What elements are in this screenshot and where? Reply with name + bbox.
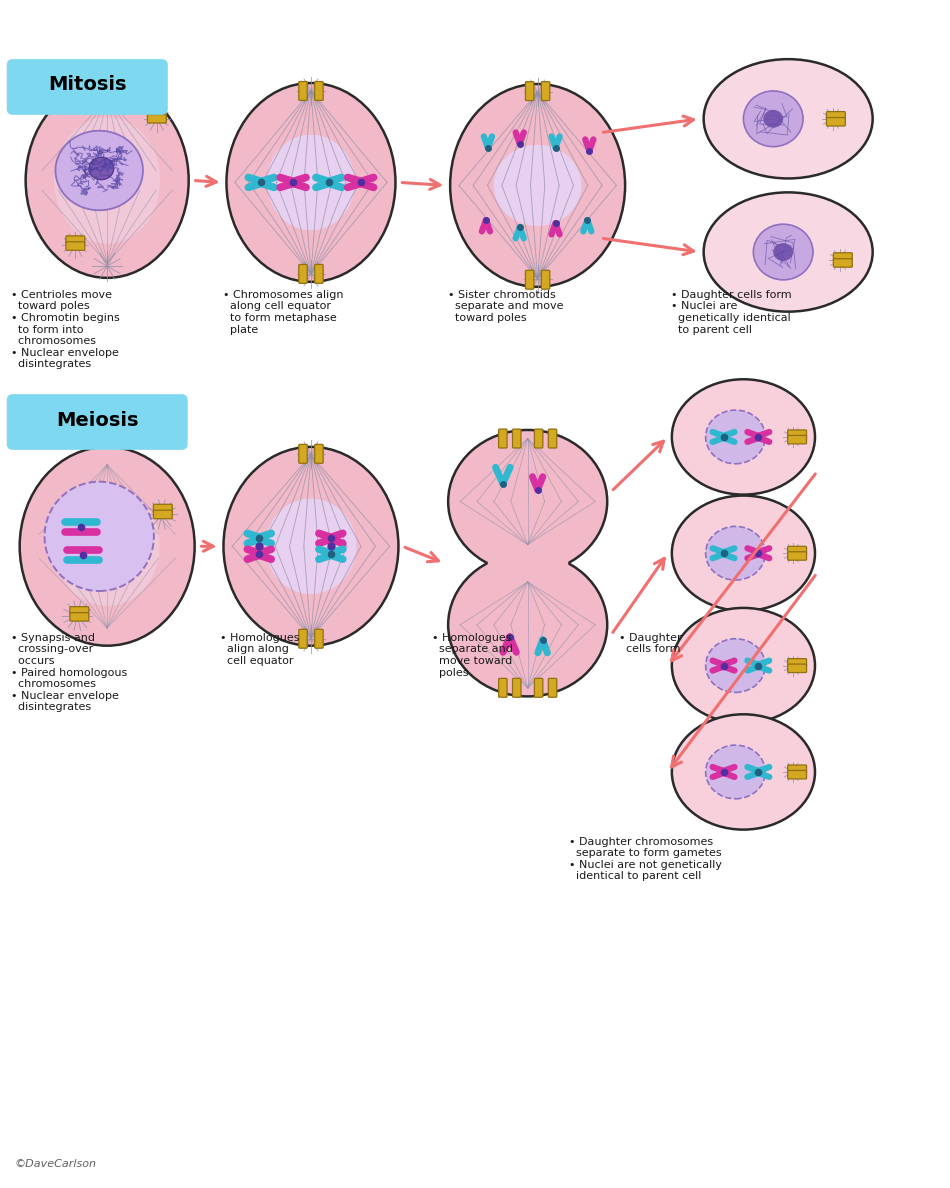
FancyBboxPatch shape bbox=[7, 59, 168, 115]
FancyBboxPatch shape bbox=[314, 82, 323, 101]
Text: Mitosis: Mitosis bbox=[48, 76, 126, 95]
Text: ©DaveCarlson: ©DaveCarlson bbox=[14, 1158, 97, 1169]
FancyBboxPatch shape bbox=[66, 242, 85, 251]
Ellipse shape bbox=[55, 131, 142, 210]
Text: • Centrioles move
  toward poles
• Chromotin begins
  to form into
  chromosomes: • Centrioles move toward poles • Chromot… bbox=[10, 290, 120, 369]
Ellipse shape bbox=[672, 608, 815, 723]
FancyBboxPatch shape bbox=[525, 82, 534, 101]
FancyBboxPatch shape bbox=[535, 429, 542, 448]
FancyBboxPatch shape bbox=[299, 444, 307, 463]
Ellipse shape bbox=[706, 745, 766, 798]
Ellipse shape bbox=[265, 499, 356, 594]
Ellipse shape bbox=[706, 639, 766, 693]
Text: • Sister chromotids
  separate and move
  toward poles: • Sister chromotids separate and move to… bbox=[448, 290, 563, 323]
FancyBboxPatch shape bbox=[153, 504, 172, 513]
Ellipse shape bbox=[448, 430, 607, 573]
Ellipse shape bbox=[672, 495, 815, 611]
FancyBboxPatch shape bbox=[548, 678, 557, 697]
Ellipse shape bbox=[706, 410, 766, 463]
FancyBboxPatch shape bbox=[7, 394, 188, 450]
FancyBboxPatch shape bbox=[147, 108, 166, 118]
FancyBboxPatch shape bbox=[542, 82, 550, 101]
FancyBboxPatch shape bbox=[542, 270, 550, 289]
Ellipse shape bbox=[45, 481, 154, 590]
FancyBboxPatch shape bbox=[788, 436, 807, 444]
Ellipse shape bbox=[704, 192, 873, 311]
Ellipse shape bbox=[223, 447, 398, 646]
FancyBboxPatch shape bbox=[70, 613, 88, 621]
Text: • Homologues
  align along
  cell equator: • Homologues align along cell equator bbox=[219, 633, 299, 666]
FancyBboxPatch shape bbox=[499, 429, 507, 448]
FancyBboxPatch shape bbox=[826, 118, 846, 126]
Text: • Daughter
  cells form: • Daughter cells form bbox=[619, 633, 682, 655]
Text: • Homologues
  separate and
  move toward
  poles: • Homologues separate and move toward po… bbox=[432, 633, 513, 677]
FancyBboxPatch shape bbox=[788, 658, 807, 668]
Ellipse shape bbox=[26, 83, 189, 278]
Text: • Synapsis and
  crossing-over
  occurs
• Paired homologous
  chromosomes
• Nucl: • Synapsis and crossing-over occurs • Pa… bbox=[10, 633, 127, 713]
FancyBboxPatch shape bbox=[147, 114, 166, 124]
Text: • Chromosomes align
  along cell equator
  to form metaphase
  plate: • Chromosomes align along cell equator t… bbox=[223, 290, 344, 335]
Ellipse shape bbox=[448, 554, 607, 696]
Ellipse shape bbox=[54, 118, 161, 244]
Ellipse shape bbox=[753, 225, 813, 280]
FancyBboxPatch shape bbox=[788, 765, 807, 773]
Ellipse shape bbox=[89, 157, 114, 179]
FancyBboxPatch shape bbox=[788, 546, 807, 555]
FancyBboxPatch shape bbox=[826, 112, 846, 120]
FancyBboxPatch shape bbox=[788, 771, 807, 779]
Ellipse shape bbox=[494, 145, 581, 226]
FancyBboxPatch shape bbox=[70, 607, 88, 615]
Ellipse shape bbox=[226, 83, 395, 282]
FancyBboxPatch shape bbox=[535, 678, 542, 697]
FancyBboxPatch shape bbox=[299, 265, 307, 283]
FancyBboxPatch shape bbox=[314, 265, 323, 283]
Text: • Daughter chromosomes
  separate to form gametes
• Nuclei are not genetically
 : • Daughter chromosomes separate to form … bbox=[569, 836, 722, 881]
Ellipse shape bbox=[672, 714, 815, 829]
FancyBboxPatch shape bbox=[299, 82, 307, 101]
Text: Meiosis: Meiosis bbox=[56, 411, 139, 430]
FancyBboxPatch shape bbox=[513, 429, 521, 448]
FancyBboxPatch shape bbox=[833, 253, 852, 261]
FancyBboxPatch shape bbox=[513, 678, 521, 697]
Ellipse shape bbox=[55, 487, 160, 606]
Ellipse shape bbox=[267, 134, 355, 230]
Ellipse shape bbox=[773, 244, 793, 261]
Ellipse shape bbox=[672, 379, 815, 494]
FancyBboxPatch shape bbox=[788, 664, 807, 672]
FancyBboxPatch shape bbox=[833, 259, 852, 267]
FancyBboxPatch shape bbox=[314, 444, 323, 463]
FancyBboxPatch shape bbox=[314, 630, 323, 649]
FancyBboxPatch shape bbox=[548, 429, 557, 448]
Ellipse shape bbox=[704, 59, 873, 178]
Ellipse shape bbox=[20, 447, 195, 646]
Text: • Daughter cells form
• Nuclei are
  genetically identical
  to parent cell: • Daughter cells form • Nuclei are genet… bbox=[671, 290, 791, 335]
FancyBboxPatch shape bbox=[66, 236, 85, 245]
FancyBboxPatch shape bbox=[499, 678, 507, 697]
Ellipse shape bbox=[763, 109, 783, 128]
FancyBboxPatch shape bbox=[299, 630, 307, 649]
FancyBboxPatch shape bbox=[788, 430, 807, 438]
FancyBboxPatch shape bbox=[525, 270, 534, 289]
FancyBboxPatch shape bbox=[788, 551, 807, 561]
Ellipse shape bbox=[744, 91, 803, 146]
Ellipse shape bbox=[706, 526, 766, 580]
Ellipse shape bbox=[450, 84, 625, 286]
FancyBboxPatch shape bbox=[153, 510, 172, 519]
